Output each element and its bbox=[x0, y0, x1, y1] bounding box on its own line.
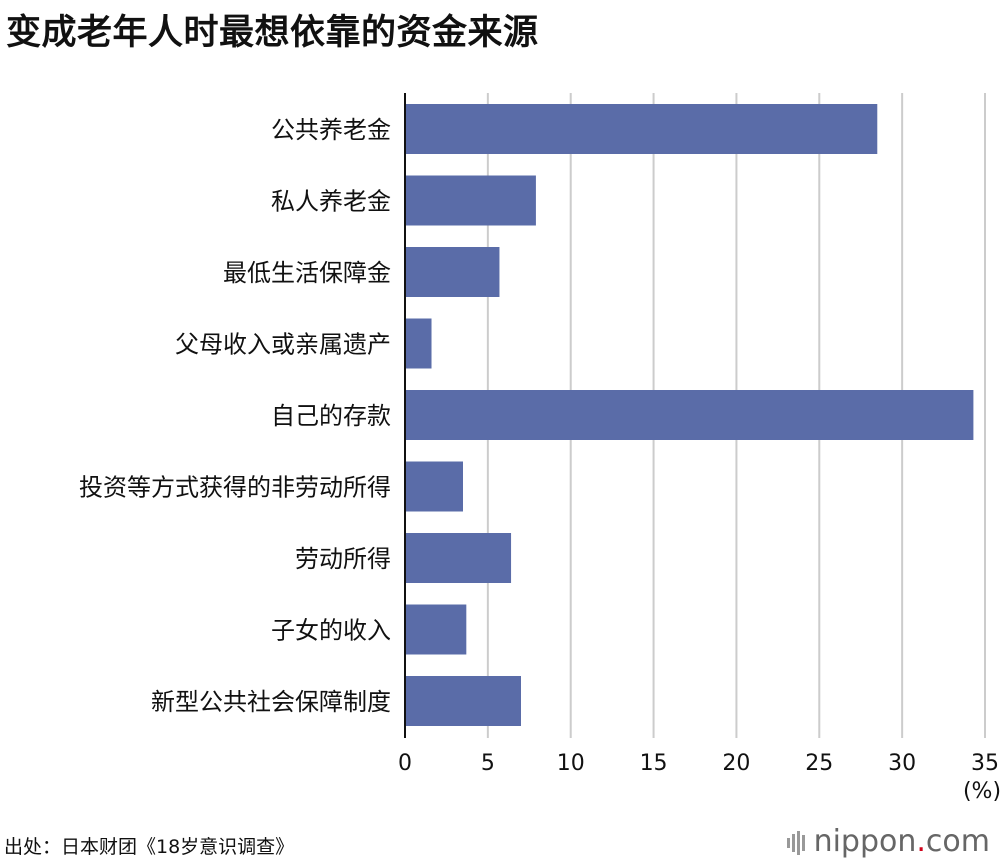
nippon-icon bbox=[786, 830, 805, 855]
x-tick-label: 5 bbox=[481, 751, 495, 776]
category-label: 私人养老金 bbox=[271, 188, 391, 216]
category-label: 投资等方式获得的非劳动所得 bbox=[79, 474, 391, 502]
bar bbox=[405, 604, 467, 655]
bar bbox=[405, 175, 536, 226]
tick-labels: 0 5 10 15 20 25 30 35 bbox=[398, 751, 999, 776]
category-label: 公共养老金 bbox=[271, 116, 391, 144]
bar bbox=[405, 318, 432, 369]
brand-logo: nippon.com bbox=[786, 824, 990, 859]
category-label: 劳动所得 bbox=[295, 545, 391, 573]
bar bbox=[405, 461, 463, 512]
bars bbox=[405, 104, 974, 726]
chart-title: 变成老年人时最想依靠的资金来源 bbox=[6, 13, 539, 53]
x-tick-label: 20 bbox=[722, 751, 750, 776]
x-tick-label: 25 bbox=[805, 751, 833, 776]
category-label: 子女的收入 bbox=[271, 617, 391, 645]
bar bbox=[405, 533, 512, 583]
x-tick-label: 30 bbox=[888, 751, 916, 776]
category-label: 自己的存款 bbox=[271, 402, 391, 430]
source-note: 出处：日本财团《18岁意识调查》 bbox=[4, 836, 295, 858]
category-label: 新型公共社会保障制度 bbox=[151, 688, 391, 716]
category-labels: 公共养老金私人养老金最低生活保障金父母收入或亲属遗产自己的存款投资等方式获得的非… bbox=[79, 116, 391, 716]
brand-name-prefix: nippon bbox=[813, 824, 917, 859]
brand-name-suffix: com bbox=[925, 824, 990, 859]
x-tick-label: 0 bbox=[398, 751, 412, 776]
x-tick-label: 35 bbox=[971, 751, 999, 776]
category-label: 最低生活保障金 bbox=[223, 259, 391, 287]
brand-dot: . bbox=[916, 824, 926, 859]
unit-label: (%) bbox=[963, 779, 1000, 804]
category-label: 父母收入或亲属遗产 bbox=[175, 331, 391, 359]
bar bbox=[405, 104, 878, 154]
bar bbox=[405, 247, 500, 297]
bar bbox=[405, 676, 521, 726]
bar bbox=[405, 390, 974, 440]
x-tick-label: 10 bbox=[557, 751, 585, 776]
x-tick-label: 15 bbox=[640, 751, 668, 776]
